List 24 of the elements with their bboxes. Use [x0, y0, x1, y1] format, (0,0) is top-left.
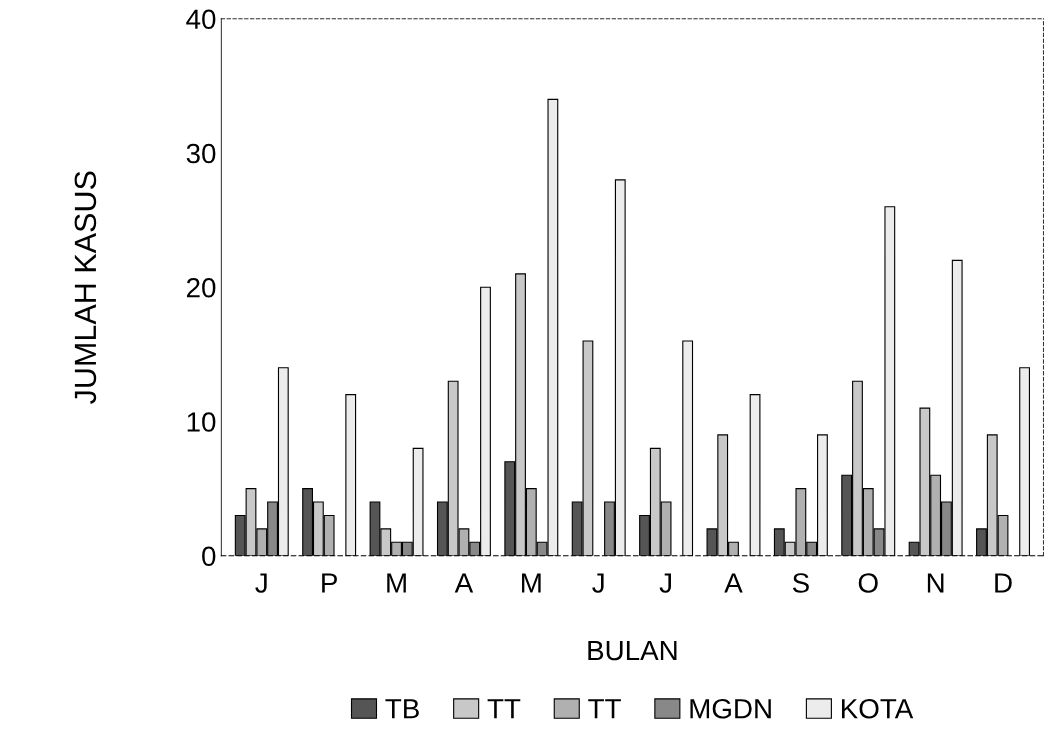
legend-label: TT — [487, 699, 521, 719]
y-tick-label: 10 — [187, 412, 216, 432]
x-tick-label: O — [858, 573, 878, 593]
y-tick-label: 0 — [202, 546, 216, 567]
x-tick-label: N — [927, 573, 944, 593]
legend-label: TT — [588, 699, 621, 719]
y-tick-label: 40 — [186, 9, 216, 30]
x-tick-label: J — [659, 573, 671, 593]
y-tick-label: 20 — [186, 277, 216, 298]
x-tick-label: P — [322, 573, 337, 593]
x-tick-label: J — [255, 573, 267, 593]
legend-label: TB — [385, 699, 419, 719]
x-tick-label: A — [454, 573, 474, 593]
y-axis-title: JUMLAH KASUS — [74, 171, 97, 404]
x-tick-label: A — [724, 573, 743, 593]
x-tick-label: M — [522, 573, 541, 593]
x-tick-label: J — [592, 573, 604, 593]
x-axis-title: BULAN — [588, 640, 677, 661]
y-tick-label: 30 — [186, 143, 216, 164]
legend-label: MGDN — [690, 698, 771, 719]
x-tick-label: D — [995, 573, 1012, 593]
x-tick-label: S — [792, 573, 809, 593]
x-tick-label: M — [387, 573, 406, 593]
legend-label: KOTA — [842, 698, 914, 719]
